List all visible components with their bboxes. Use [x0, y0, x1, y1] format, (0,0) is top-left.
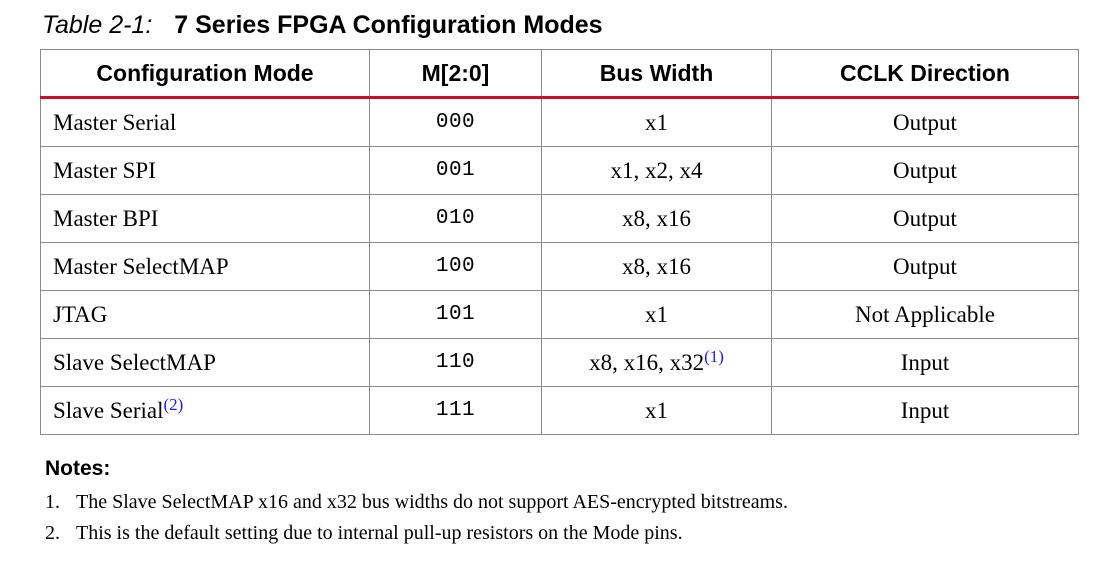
- mode-name: Master BPI: [53, 205, 159, 231]
- table-row: Slave Serial(2) 111 x1 Input: [40, 386, 1079, 435]
- cclk-direction-cell: Output: [771, 146, 1079, 195]
- column-header-mode-pins: M[2:0]: [369, 49, 542, 99]
- mode-name: Slave SelectMAP: [53, 349, 216, 375]
- note-text: The Slave SelectMAP x16 and x32 bus widt…: [76, 491, 788, 513]
- column-header-cclk-direction: CCLK Direction: [771, 49, 1079, 99]
- mode-cell: JTAG: [40, 290, 370, 339]
- mode-cell: Master SelectMAP: [40, 242, 370, 291]
- bus-width-value: x1: [645, 397, 668, 423]
- mode-name: Master Serial: [53, 109, 177, 135]
- table-row: Slave SelectMAP 110 x8, x16, x32(1) Inpu…: [40, 338, 1079, 387]
- bus-width-value: x8, x16: [622, 205, 691, 231]
- cclk-direction-cell: Input: [771, 338, 1079, 387]
- mode-name: Master SPI: [53, 157, 156, 183]
- mode-pins-cell: 111: [369, 386, 542, 435]
- bus-width-value: x1: [645, 109, 668, 135]
- bus-width-value: x1, x2, x4: [610, 157, 703, 183]
- mode-name: JTAG: [53, 301, 108, 327]
- mode-pins-cell: 100: [369, 242, 542, 291]
- mode-cell: Master SPI: [40, 146, 370, 195]
- cclk-direction-cell: Not Applicable: [771, 290, 1079, 339]
- mode-pins-cell: 110: [369, 338, 542, 387]
- bus-width-cell: x1: [541, 97, 772, 147]
- bus-width-value: x1: [645, 301, 668, 327]
- table-number: Table 2-1:: [42, 11, 153, 39]
- note-number: 1.: [45, 491, 60, 513]
- mode-pins-cell: 010: [369, 194, 542, 243]
- bus-width-cell: x8, x16: [541, 194, 772, 243]
- cclk-direction-cell: Output: [771, 97, 1079, 147]
- configuration-modes-table: Configuration Mode M[2:0] Bus Width CCLK…: [40, 49, 1079, 435]
- footnote-link-2[interactable]: (2): [163, 394, 184, 414]
- mode-pins-cell: 101: [369, 290, 542, 339]
- mode-pins-cell: 000: [369, 97, 542, 147]
- bus-width-cell: x8, x16: [541, 242, 772, 291]
- mode-name: Slave Serial: [53, 397, 164, 423]
- notes-heading: Notes:: [45, 457, 111, 480]
- footnote-link-1[interactable]: (1): [704, 346, 724, 366]
- column-header-configuration-mode: Configuration Mode: [40, 49, 370, 99]
- bus-width-cell: x1, x2, x4: [541, 146, 772, 195]
- column-header-bus-width: Bus Width: [541, 49, 772, 99]
- header-row: Configuration Mode M[2:0] Bus Width CCLK…: [40, 49, 1079, 99]
- note-text: This is the default setting due to inter…: [76, 522, 683, 544]
- bus-width-cell: x1: [541, 290, 772, 339]
- mode-cell: Master BPI: [40, 194, 370, 243]
- table-row: JTAG 101 x1 Not Applicable: [40, 290, 1079, 339]
- table-row: Master BPI 010 x8, x16 Output: [40, 194, 1079, 243]
- bus-width-cell: x1: [541, 386, 772, 435]
- mode-cell: Master Serial: [40, 97, 370, 147]
- mode-cell: Slave Serial(2): [40, 386, 370, 435]
- mode-pins-cell: 001: [369, 146, 542, 195]
- bus-width-value: x8, x16: [622, 253, 691, 279]
- table-caption: Table 2-1: 7 Series FPGA Configuration Mo…: [42, 8, 603, 42]
- cclk-direction-cell: Output: [771, 242, 1079, 291]
- table-row: Master SPI 001 x1, x2, x4 Output: [40, 146, 1079, 195]
- mode-cell: Slave SelectMAP: [40, 338, 370, 387]
- table-title: 7 Series FPGA Configuration Modes: [174, 11, 603, 39]
- cclk-direction-cell: Output: [771, 194, 1079, 243]
- bus-width-cell: x8, x16, x32(1): [541, 338, 772, 387]
- note-number: 2.: [45, 522, 60, 544]
- table-row: Master Serial 000 x1 Output: [40, 97, 1079, 147]
- bus-width-value: x8, x16, x32: [589, 349, 705, 375]
- mode-name: Master SelectMAP: [53, 253, 229, 279]
- note-item: 2. This is the default setting due to int…: [45, 520, 683, 546]
- note-item: 1. The Slave SelectMAP x16 and x32 bus wi…: [45, 489, 788, 515]
- cclk-direction-cell: Input: [771, 386, 1079, 435]
- table-row: Master SelectMAP 100 x8, x16 Output: [40, 242, 1079, 291]
